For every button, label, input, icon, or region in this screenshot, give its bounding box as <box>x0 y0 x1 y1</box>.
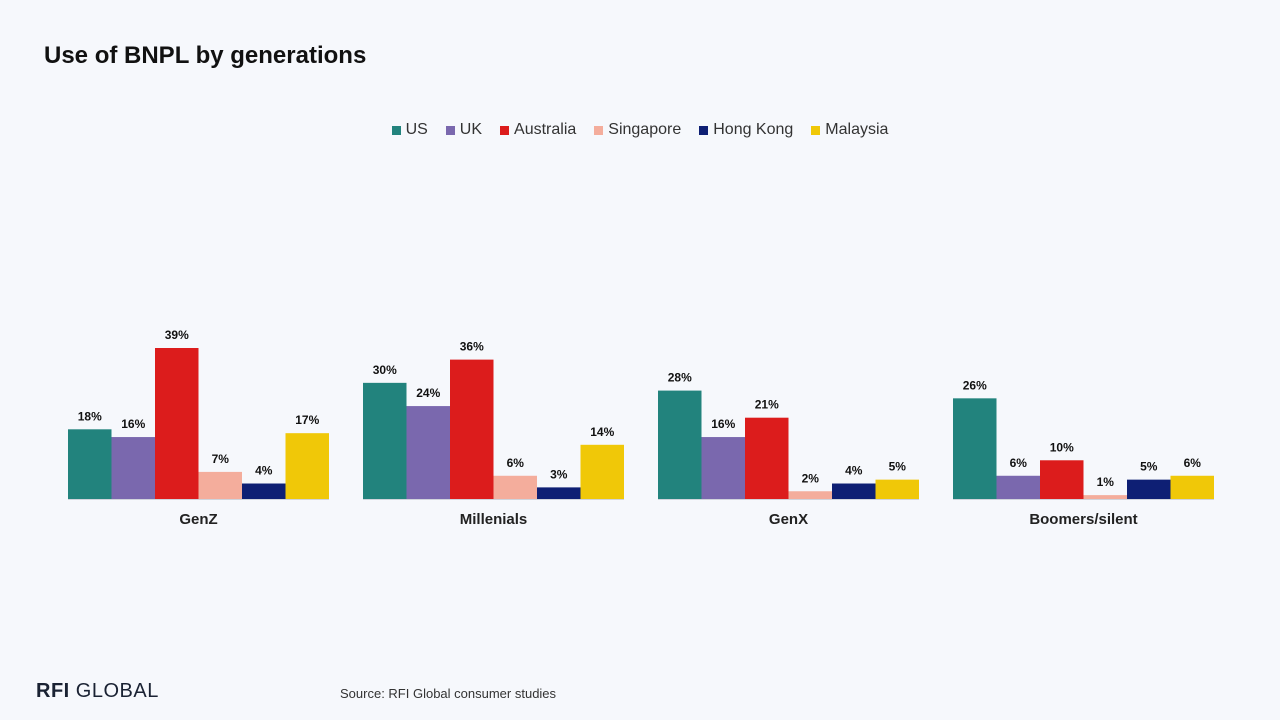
bar-singapore-0 <box>198 471 242 499</box>
bar-us-1 <box>363 382 407 499</box>
category-label: GenX <box>769 511 808 528</box>
data-label: 26% <box>963 378 987 392</box>
data-label: 6% <box>1010 456 1028 470</box>
data-label: 6% <box>1184 456 1202 470</box>
rfi-global-logo: RFI GLOBAL <box>36 680 159 703</box>
bar-australia-0 <box>155 348 199 499</box>
category-label: GenZ <box>179 511 217 528</box>
legend-label: Hong Kong <box>713 121 794 138</box>
data-label: 16% <box>121 417 145 431</box>
data-label: 36% <box>460 340 484 354</box>
legend-label: Singapore <box>608 121 682 138</box>
data-label: 17% <box>295 413 319 427</box>
legend-item-uk: UK <box>445 121 483 139</box>
bar-group-3: 26% 6% 10% 1% 5% 6% Boomers/silent <box>953 378 1214 528</box>
bar-group-1: 30% 24% 36% 6% 3% 14% Millenials <box>363 340 624 528</box>
data-label: 39% <box>165 328 189 342</box>
data-label: 30% <box>373 363 397 377</box>
data-label: 10% <box>1050 440 1074 454</box>
bar-uk-2 <box>701 437 745 499</box>
bar-uk-0 <box>111 437 155 499</box>
bar-us-3 <box>953 398 997 499</box>
chart-title: Use of BNPL by generations <box>44 42 367 69</box>
data-label: 7% <box>212 452 230 466</box>
data-label: 21% <box>755 398 779 412</box>
bar-group-2: 28% 16% 21% 2% 4% 5% GenX <box>658 371 919 528</box>
legend-swatch <box>391 125 401 135</box>
legend-label: Malaysia <box>825 121 889 138</box>
legend-label: Australia <box>514 121 577 138</box>
bar-australia-3 <box>1040 460 1084 499</box>
bar-australia-1 <box>450 359 494 499</box>
logo-bold-text: RFI <box>36 680 70 702</box>
data-label: 5% <box>889 460 907 474</box>
bar-uk-3 <box>996 475 1040 499</box>
bar-hong-kong-3 <box>1127 479 1171 499</box>
bar-malaysia-3 <box>1170 475 1214 499</box>
legend-label: UK <box>459 121 483 138</box>
bar-us-0 <box>68 429 112 499</box>
data-label: 1% <box>1097 475 1115 489</box>
bar-uk-1 <box>406 406 450 499</box>
data-label: 16% <box>711 417 735 431</box>
legend-label: US <box>405 121 428 138</box>
data-label: 18% <box>78 409 102 423</box>
logo-rest-text: GLOBAL <box>75 680 159 702</box>
bar-us-2 <box>658 390 702 499</box>
data-label: 4% <box>845 464 863 478</box>
bar-hong-kong-0 <box>242 483 286 499</box>
bar-malaysia-0 <box>285 433 329 499</box>
legend-item-hong-kong: Hong Kong <box>699 121 793 139</box>
bar-singapore-1 <box>493 475 537 499</box>
bar-australia-2 <box>745 417 789 499</box>
data-label: 3% <box>550 467 568 481</box>
legend-item-us: US <box>391 121 428 139</box>
legend-swatch <box>594 125 604 135</box>
chart-legend: US UK Australia Singapore Hong Kong Malaysia <box>0 121 1280 139</box>
legend-swatch <box>811 125 821 135</box>
data-label: 5% <box>1140 460 1158 474</box>
data-label: 6% <box>507 456 525 470</box>
data-label: 28% <box>668 371 692 385</box>
legend-item-singapore: Singapore <box>594 121 681 139</box>
bar-singapore-2 <box>788 491 832 499</box>
category-label: Boomers/silent <box>1029 511 1137 528</box>
source-note: Source: RFI Global consumer studies <box>340 686 557 701</box>
legend-item-australia: Australia <box>500 121 576 139</box>
bar-singapore-3 <box>1083 495 1127 499</box>
data-label: 14% <box>590 425 614 439</box>
bar-hong-kong-1 <box>537 487 581 499</box>
bar-hong-kong-2 <box>832 483 876 499</box>
category-label: Millenials <box>460 511 528 528</box>
legend-swatch <box>500 125 510 135</box>
data-label: 2% <box>802 471 820 485</box>
legend-swatch <box>445 125 455 135</box>
bar-malaysia-1 <box>580 444 624 499</box>
legend-item-malaysia: Malaysia <box>811 121 888 139</box>
data-label: 24% <box>416 386 440 400</box>
data-label: 4% <box>255 464 273 478</box>
bar-group-0: 18% 16% 39% 7% 4% 17% GenZ <box>68 328 329 528</box>
legend-swatch <box>699 125 709 135</box>
bar-malaysia-2 <box>875 479 919 499</box>
